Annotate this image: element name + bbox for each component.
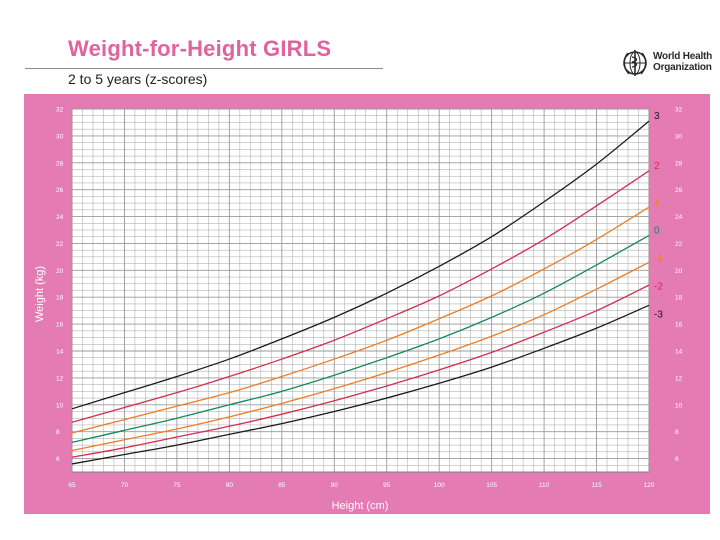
series-label-z-3: -3 bbox=[654, 309, 663, 320]
series-labels: 3 2 1 0 -1 -2 -3 bbox=[654, 111, 663, 320]
y-tick-label-right: 10 bbox=[675, 402, 683, 409]
y-tick-label-left: 8 bbox=[56, 429, 60, 436]
series-line-z-2 bbox=[71, 284, 650, 458]
y-tick-label-right: 8 bbox=[675, 429, 679, 436]
y-tick-label-right: 24 bbox=[675, 214, 683, 221]
x-tick-label: 95 bbox=[383, 482, 391, 489]
x-tick-label: 90 bbox=[331, 482, 339, 489]
series-line-z-3 bbox=[71, 304, 650, 465]
y-tick-label-left: 16 bbox=[56, 322, 64, 329]
who-logo-text: World Health Organization bbox=[653, 51, 712, 73]
y-tick-label-left: 12 bbox=[56, 375, 64, 382]
who-logo-line2: Organization bbox=[653, 62, 712, 73]
page-title: Weight-for-Height GIRLS bbox=[68, 36, 332, 61]
y-tick-label-left: 26 bbox=[56, 187, 64, 194]
series-line-z3 bbox=[71, 120, 650, 410]
y-tick-label-right: 28 bbox=[675, 160, 683, 167]
series-label-z0: 0 bbox=[654, 225, 660, 236]
x-tick-label: 100 bbox=[434, 482, 445, 489]
y-tick-label-left: 32 bbox=[56, 107, 64, 114]
chart-panel: 65 70 75 80 85 90 95 100 105 110 115 120 6 6 8 8 10 10 12 1… bbox=[24, 94, 710, 514]
y-tick-label-left: 22 bbox=[56, 241, 64, 248]
x-axis-label: Height (cm) bbox=[332, 500, 389, 512]
y-tick-label-right: 30 bbox=[675, 133, 683, 140]
title-divider bbox=[25, 68, 383, 69]
x-tick-label: 75 bbox=[173, 482, 181, 489]
y-tick-label-left: 28 bbox=[56, 160, 64, 167]
y-tick-label-right: 18 bbox=[675, 295, 683, 302]
series-line-z1 bbox=[71, 206, 650, 434]
x-tick-label: 110 bbox=[539, 482, 550, 489]
y-tick-label-right: 16 bbox=[675, 322, 683, 329]
series-label-z-1: -1 bbox=[654, 253, 663, 264]
y-tick-label-right: 22 bbox=[675, 241, 683, 248]
series-label-z2: 2 bbox=[654, 161, 660, 172]
x-tick-label: 120 bbox=[644, 482, 655, 489]
series-label-z3: 3 bbox=[654, 111, 660, 122]
x-tick-label: 65 bbox=[68, 482, 76, 489]
page-subtitle: 2 to 5 years (z-scores) bbox=[68, 71, 208, 87]
x-tick-label: 80 bbox=[226, 482, 234, 489]
series-line-z2 bbox=[71, 170, 650, 423]
series-lines bbox=[71, 120, 650, 465]
x-tick-label: 85 bbox=[278, 482, 286, 489]
y-tick-label-left: 24 bbox=[56, 214, 64, 221]
who-emblem-icon bbox=[623, 50, 647, 76]
y-tick-label-left: 10 bbox=[56, 402, 64, 409]
y-tick-label-right: 14 bbox=[675, 349, 683, 356]
series-line-z0 bbox=[71, 234, 650, 444]
y-axis-label: Weight (kg) bbox=[34, 266, 46, 322]
y-tick-label-right: 20 bbox=[675, 268, 683, 275]
who-logo-line1: World Health bbox=[653, 51, 713, 62]
y-tick-label-right: 6 bbox=[675, 456, 679, 463]
series-line-z-1 bbox=[71, 261, 650, 452]
y-tick-label-right: 32 bbox=[675, 107, 683, 114]
grid bbox=[71, 108, 650, 473]
y-tick-label-left: 6 bbox=[56, 456, 60, 463]
y-tick-label-left: 18 bbox=[56, 295, 64, 302]
y-tick-label-left: 14 bbox=[56, 349, 64, 356]
y-tick-label-right: 26 bbox=[675, 187, 683, 194]
y-tick-label-left: 30 bbox=[56, 133, 64, 140]
x-tick-label: 105 bbox=[486, 482, 497, 489]
x-tick-label: 115 bbox=[591, 482, 602, 489]
y-tick-label-right: 12 bbox=[675, 375, 683, 382]
series-label-z1: 1 bbox=[654, 197, 660, 208]
x-tick-label: 70 bbox=[121, 482, 129, 489]
y-tick-label-left: 20 bbox=[56, 268, 64, 275]
series-label-z-2: -2 bbox=[654, 281, 663, 292]
